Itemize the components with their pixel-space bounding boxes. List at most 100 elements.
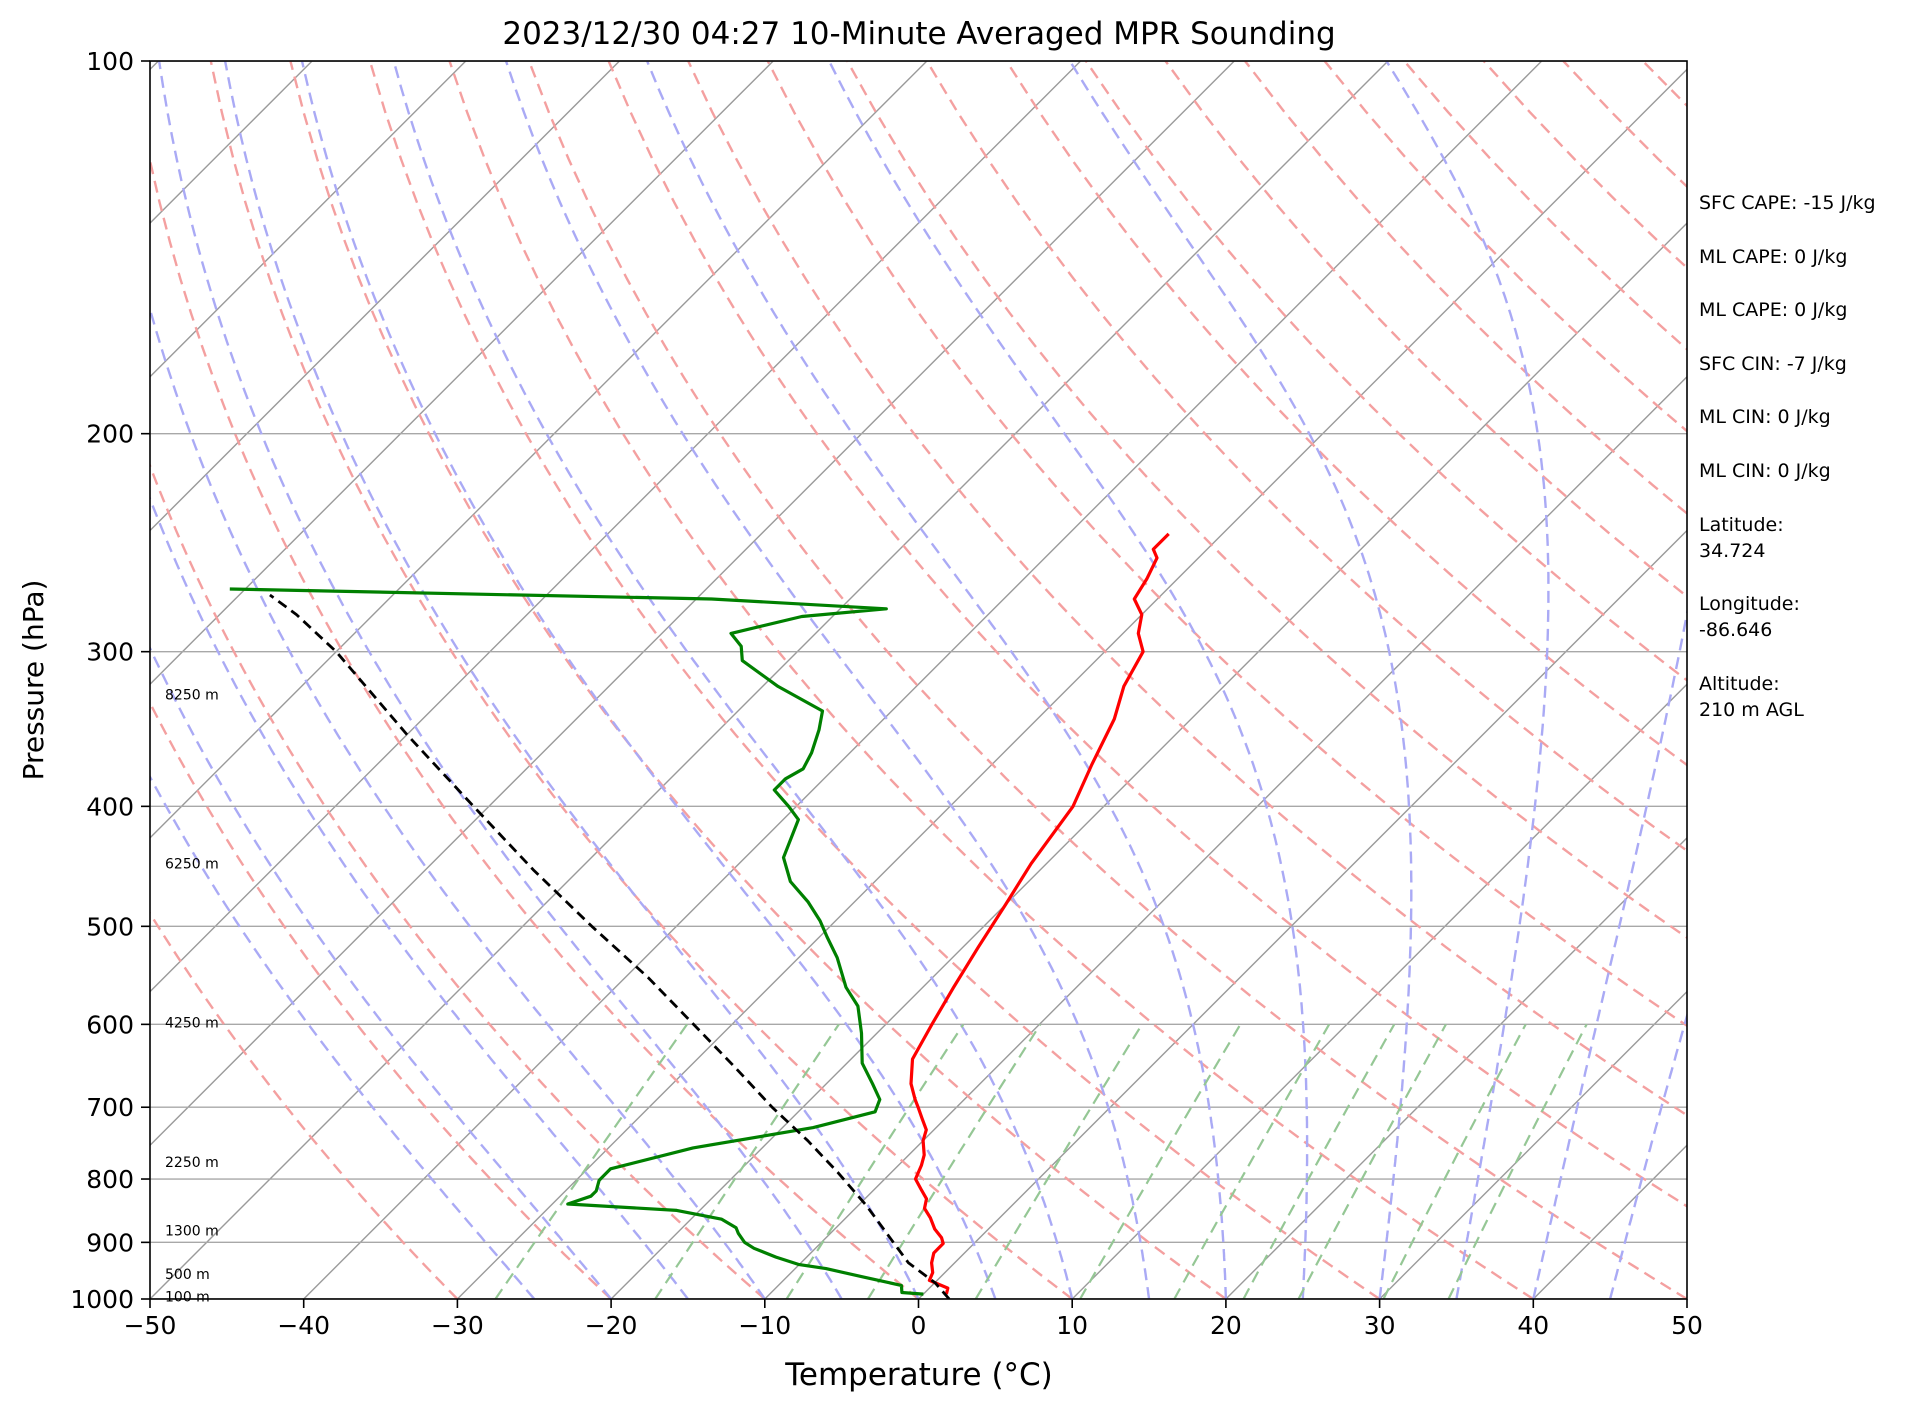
y-axis-label: Pressure (hPa)	[17, 580, 50, 781]
info-item: ML CIN: 0 J/kg	[1699, 460, 1831, 482]
isotherm-line	[150, 61, 620, 532]
dry-adiabat-line	[766, 61, 1687, 1028]
moist-adiabat-line	[150, 304, 766, 1299]
mixing-ratio-line	[1173, 1023, 1331, 1299]
isotherm-line	[150, 61, 1082, 993]
isotherm-line	[150, 61, 1235, 1147]
moist-adiabat-line	[392, 61, 1074, 1299]
x-tick-label: −40	[277, 1311, 330, 1340]
mixing-ratio-line	[1447, 1023, 1588, 1299]
temperature-profile-line	[909, 532, 1170, 1295]
dry-adiabat-line	[150, 462, 766, 1299]
dry-adiabat-line	[150, 911, 459, 1299]
x-tick-label: 20	[1210, 1311, 1242, 1340]
dry-adiabat-line	[150, 154, 920, 1299]
y-tick-label: 700	[86, 1093, 134, 1122]
isotherm-line	[1379, 990, 1687, 1299]
mixing-ratio-line	[1297, 1023, 1447, 1299]
dry-adiabat-line	[687, 61, 1687, 1117]
moist-adiabat-line	[1385, 61, 1550, 1299]
mixing-ratio-line	[1242, 1023, 1396, 1299]
dry-adiabat-line	[209, 61, 1073, 1299]
y-tick-label: 800	[86, 1165, 134, 1194]
dry-adiabat-line	[448, 61, 1534, 1299]
height-label: 6250 m	[165, 857, 219, 873]
info-item: Longitude: -86.646	[1699, 593, 1800, 641]
moist-adiabat-line	[504, 61, 1151, 1299]
dewpoint-profile-line	[229, 587, 924, 1296]
mixing-ratio-line	[785, 1023, 965, 1299]
mixing-ratio-line	[654, 1023, 840, 1299]
mixing-ratio-line	[1079, 1023, 1242, 1299]
x-tick-label: 50	[1671, 1311, 1703, 1340]
y-tick-label: 1000	[70, 1285, 134, 1314]
moist-adiabat-line	[1532, 607, 1687, 1299]
y-tick-label: 100	[86, 47, 134, 76]
y-tick-label: 300	[86, 638, 134, 667]
dry-adiabat-line	[289, 61, 1227, 1299]
moist-adiabat-line	[150, 495, 689, 1299]
isotherm-line	[918, 529, 1687, 1299]
info-item: SFC CIN: -7 J/kg	[1699, 353, 1847, 375]
moist-adiabat-line	[300, 61, 997, 1299]
height-label: 1300 m	[165, 1223, 219, 1239]
chart-title: 2023/12/30 04:27 10-Minute Averaged MPR …	[502, 16, 1335, 52]
moist-adiabat-line	[1068, 61, 1413, 1299]
x-tick-label: −30	[431, 1311, 484, 1340]
info-item: ML CAPE: 0 J/kg	[1699, 246, 1848, 268]
info-item: ML CIN: 0 J/kg	[1699, 406, 1831, 428]
height-label: 500 m	[165, 1267, 210, 1283]
mixing-ratio-line	[1382, 1023, 1527, 1299]
dry-adiabat-line	[527, 61, 1687, 1299]
moist-adiabat-line	[150, 774, 536, 1299]
isotherm-line	[150, 61, 774, 686]
x-tick-label: −10	[738, 1311, 791, 1340]
isotherm-line	[610, 222, 1687, 1299]
isotherm-line	[150, 61, 928, 839]
mixing-ratio-line	[974, 1023, 1143, 1299]
y-tick-label: 600	[86, 1010, 134, 1039]
isotherm-line	[0, 61, 5, 1299]
dry-adiabat-line	[846, 61, 1687, 940]
y-tick-label: 500	[86, 912, 134, 941]
dry-adiabat-line	[925, 61, 1687, 853]
x-tick-label: −20	[585, 1311, 638, 1340]
info-item: SFC CAPE: -15 J/kg	[1699, 192, 1876, 214]
x-tick-label: 40	[1517, 1311, 1549, 1340]
height-label: 100 m	[165, 1289, 210, 1305]
x-axis-label: Temperature (°C)	[784, 1357, 1053, 1393]
isotherm-line	[1071, 683, 1687, 1299]
y-tick-label: 400	[86, 792, 134, 821]
moist-adiabat-line	[223, 61, 920, 1299]
dry-adiabat-line	[150, 700, 612, 1299]
x-tick-label: 30	[1364, 1311, 1396, 1340]
height-label: 2250 m	[165, 1155, 219, 1171]
x-tick-label: −50	[124, 1311, 177, 1340]
y-tick-label: 200	[86, 420, 134, 449]
x-tick-label: 10	[1056, 1311, 1088, 1340]
info-item: Altitude: 210 m AGL	[1699, 673, 1804, 721]
x-tick-label: 0	[911, 1311, 927, 1340]
isotherm-line	[150, 61, 467, 378]
isotherm-line	[1225, 836, 1687, 1299]
isotherm-line	[764, 375, 1687, 1299]
plot-frame	[149, 60, 1688, 1300]
isotherm-line	[303, 61, 1543, 1299]
dry-adiabat-line	[1164, 61, 1687, 599]
dry-adiabat-line	[607, 61, 1687, 1208]
mixing-ratio-line	[494, 1023, 688, 1299]
parcel-profile-line	[269, 593, 951, 1299]
height-label: 4250 m	[165, 1016, 219, 1032]
info-item: Latitude: 34.724	[1699, 514, 1784, 562]
moist-adiabat-line	[157, 61, 843, 1299]
dry-adiabat-line	[1084, 61, 1687, 682]
info-item: ML CAPE: 0 J/kg	[1699, 299, 1848, 321]
dry-adiabat-line	[368, 61, 1381, 1299]
moist-adiabat-line	[645, 61, 1228, 1299]
height-label: 8250 m	[165, 688, 219, 704]
y-tick-label: 900	[86, 1228, 134, 1257]
mixing-ratio-line	[867, 1023, 1042, 1299]
moist-adiabat-line	[150, 645, 613, 1299]
moist-adiabat-line	[828, 61, 1309, 1299]
